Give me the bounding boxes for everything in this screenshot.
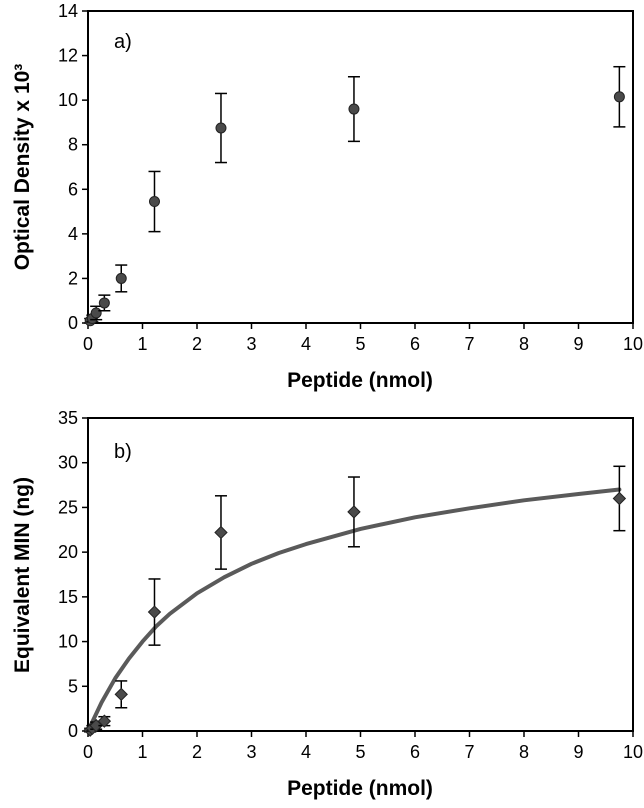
data-point-circle bbox=[90, 307, 102, 319]
x-tick-label: 8 bbox=[519, 742, 529, 762]
marks-b bbox=[83, 465, 627, 737]
x-tick-label: 8 bbox=[519, 334, 529, 354]
fit-curve bbox=[86, 487, 622, 733]
x-tick-label: 4 bbox=[301, 334, 311, 354]
x-tick-label: 0 bbox=[83, 334, 93, 354]
data-point-diamond bbox=[97, 714, 112, 728]
x-tick-label: 10 bbox=[623, 334, 643, 354]
data-point-diamond bbox=[214, 525, 228, 540]
y-tick-label: 20 bbox=[58, 542, 78, 562]
plot-frame-b bbox=[87, 417, 634, 732]
marks-a bbox=[84, 65, 626, 327]
y-tick-label: 2 bbox=[68, 268, 78, 288]
data-point-circle bbox=[115, 272, 127, 284]
x-tick-label: 5 bbox=[355, 334, 365, 354]
data-point-diamond bbox=[114, 687, 128, 702]
y-tick-label: 10 bbox=[58, 632, 78, 652]
chart-panel-a: a) Peptide (nmol) Optical Density x 10³ … bbox=[11, 1, 643, 392]
x-axis-title-b: Peptide (nmol) bbox=[287, 777, 433, 800]
panel-label-a: a) bbox=[114, 31, 132, 53]
ticks-b: 0 1 2 3 4 5 6 7 8 9 10 0 5 10 15 20 25 30 35 bbox=[58, 408, 643, 762]
x-tick-label: 3 bbox=[246, 742, 256, 762]
x-tick-label: 0 bbox=[83, 742, 93, 762]
x-tick-label: 10 bbox=[623, 742, 643, 762]
y-tick-label: 10 bbox=[58, 90, 78, 110]
data-point-circle bbox=[613, 91, 625, 103]
data-point-diamond bbox=[147, 605, 162, 619]
x-tick-label: 3 bbox=[246, 334, 256, 354]
x-tick-label: 4 bbox=[301, 742, 311, 762]
y-tick-label: 35 bbox=[58, 408, 78, 428]
chart-panel-b: b) Peptide (nmol) Equivalent MIN (ng) 0 1… bbox=[11, 408, 643, 800]
x-tick-label: 6 bbox=[410, 334, 420, 354]
data-point-circle bbox=[98, 297, 110, 309]
y-tick-label: 0 bbox=[68, 721, 78, 741]
y-tick-label: 8 bbox=[68, 135, 78, 155]
x-tick-label: 1 bbox=[137, 742, 147, 762]
fit-b bbox=[86, 487, 622, 733]
y-axis-title-b: Equivalent MIN (ng) bbox=[11, 477, 34, 673]
y-tick-label: 30 bbox=[58, 453, 78, 473]
data-point-circle bbox=[348, 103, 360, 115]
y-tick-label: 14 bbox=[58, 1, 78, 21]
x-axis-title-a: Peptide (nmol) bbox=[287, 369, 433, 392]
y-tick-label: 6 bbox=[68, 179, 78, 199]
x-tick-label: 7 bbox=[464, 334, 474, 354]
x-tick-label: 9 bbox=[573, 334, 583, 354]
data-point-circle bbox=[148, 196, 160, 208]
data-point-diamond bbox=[347, 505, 361, 519]
y-tick-label: 0 bbox=[68, 313, 78, 333]
x-tick-label: 7 bbox=[464, 742, 474, 762]
data-point-circle bbox=[215, 122, 227, 134]
x-tick-label: 9 bbox=[573, 742, 583, 762]
x-tick-label: 1 bbox=[137, 334, 147, 354]
y-tick-label: 5 bbox=[68, 676, 78, 696]
x-tick-label: 6 bbox=[410, 742, 420, 762]
plot-frame-a bbox=[87, 10, 634, 324]
x-tick-label: 5 bbox=[355, 742, 365, 762]
y-axis-title-a: Optical Density x 10³ bbox=[11, 64, 34, 271]
x-tick-label: 2 bbox=[192, 334, 202, 354]
y-tick-label: 4 bbox=[68, 224, 78, 244]
y-tick-label: 12 bbox=[58, 46, 78, 66]
x-tick-label: 2 bbox=[192, 742, 202, 762]
data-point-diamond bbox=[612, 491, 627, 506]
y-tick-label: 25 bbox=[58, 497, 78, 517]
y-tick-label: 15 bbox=[58, 587, 78, 607]
panel-label-b: b) bbox=[114, 441, 132, 463]
